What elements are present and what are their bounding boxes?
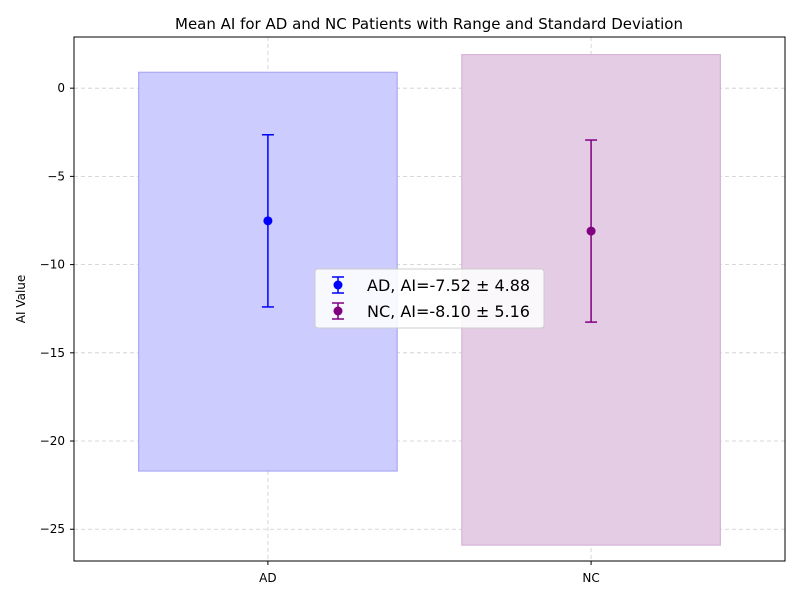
y-tick-label: −5 [47,169,65,183]
x-tick-label: AD [259,571,276,585]
y-tick-label: 0 [57,81,65,95]
y-tick-label: −20 [40,434,65,448]
chart-title: Mean AI for AD and NC Patients with Rang… [175,15,683,33]
mean-point-ad [263,216,273,226]
legend: AD, AI=-7.52 ± 4.88 NC, AI=-8.10 ± 5.16 [314,268,545,329]
legend-marker-icon [333,306,343,316]
legend-label: NC, AI=-8.10 ± 5.16 [367,302,530,321]
legend-marker-icon [333,280,343,290]
y-axis-label: AI Value [14,275,28,324]
legend-box [314,268,545,329]
y-tick-label: −25 [40,522,65,536]
y-tick-label: −10 [40,258,65,272]
tick-layer: 0 −5 −10 −15 −20 −25 AD NC [40,81,600,585]
x-tick-label: NC [582,571,599,585]
plot-frame [73,36,786,562]
mean-point-nc [586,226,596,236]
y-tick-label: −15 [40,346,65,360]
legend-label: AD, AI=-7.52 ± 4.88 [367,276,530,295]
errorbar-layer [261,133,598,323]
